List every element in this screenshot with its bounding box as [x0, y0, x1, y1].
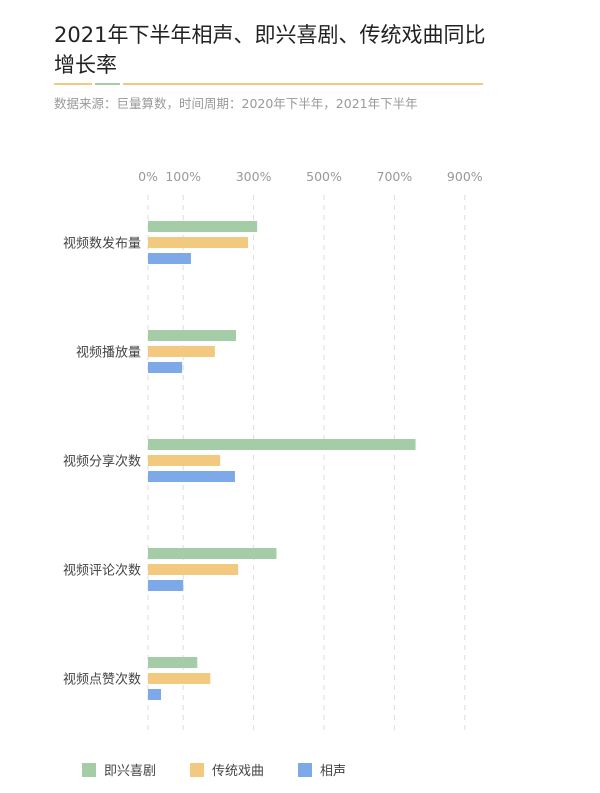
title-rule-orange: [54, 83, 92, 85]
bar-相声: [148, 471, 235, 482]
chart-subtitle: 数据来源：巨量算数，时间周期：2020年下半年，2021年下半年: [54, 96, 418, 111]
bar-即兴喜剧: [148, 439, 416, 450]
bar-即兴喜剧: [148, 330, 236, 341]
legend-label: 相声: [320, 764, 346, 779]
category-label: 视频分享次数: [63, 454, 141, 470]
bar-即兴喜剧: [148, 657, 198, 668]
category-label: 视频播放量: [76, 346, 141, 361]
category-label: 视频数发布量: [63, 236, 141, 252]
legend-swatch: [82, 763, 96, 777]
x-tick-label: 500%: [306, 169, 342, 184]
legend-label: 传统戏曲: [212, 764, 264, 779]
bar-相声: [148, 362, 183, 373]
bar-即兴喜剧: [148, 548, 277, 559]
bar-传统戏曲: [148, 346, 215, 357]
chart-title: 2021年下半年相声、即兴喜剧、传统戏曲同比增长率: [54, 23, 486, 77]
bar-相声: [148, 580, 184, 591]
legend-swatch: [298, 763, 312, 777]
x-tick-label: 700%: [377, 169, 413, 184]
bar-传统戏曲: [148, 564, 239, 575]
bar-传统戏曲: [148, 237, 248, 248]
x-tick-label: 900%: [447, 169, 483, 184]
legend-label: 即兴喜剧: [104, 764, 156, 779]
bar-传统戏曲: [148, 455, 221, 466]
bar-传统戏曲: [148, 673, 211, 684]
title-rule-orange-long: [123, 83, 483, 85]
title-rule-green: [95, 83, 120, 85]
x-tick-label: 0%: [138, 169, 158, 184]
legend-swatch: [190, 763, 204, 777]
category-label: 视频点赞次数: [63, 672, 141, 688]
x-tick-label: 300%: [236, 169, 272, 184]
x-tick-label: 100%: [165, 169, 201, 184]
bar-相声: [148, 253, 191, 264]
category-label: 视频评论次数: [63, 563, 141, 579]
bar-即兴喜剧: [148, 221, 258, 232]
bar-相声: [148, 689, 162, 700]
